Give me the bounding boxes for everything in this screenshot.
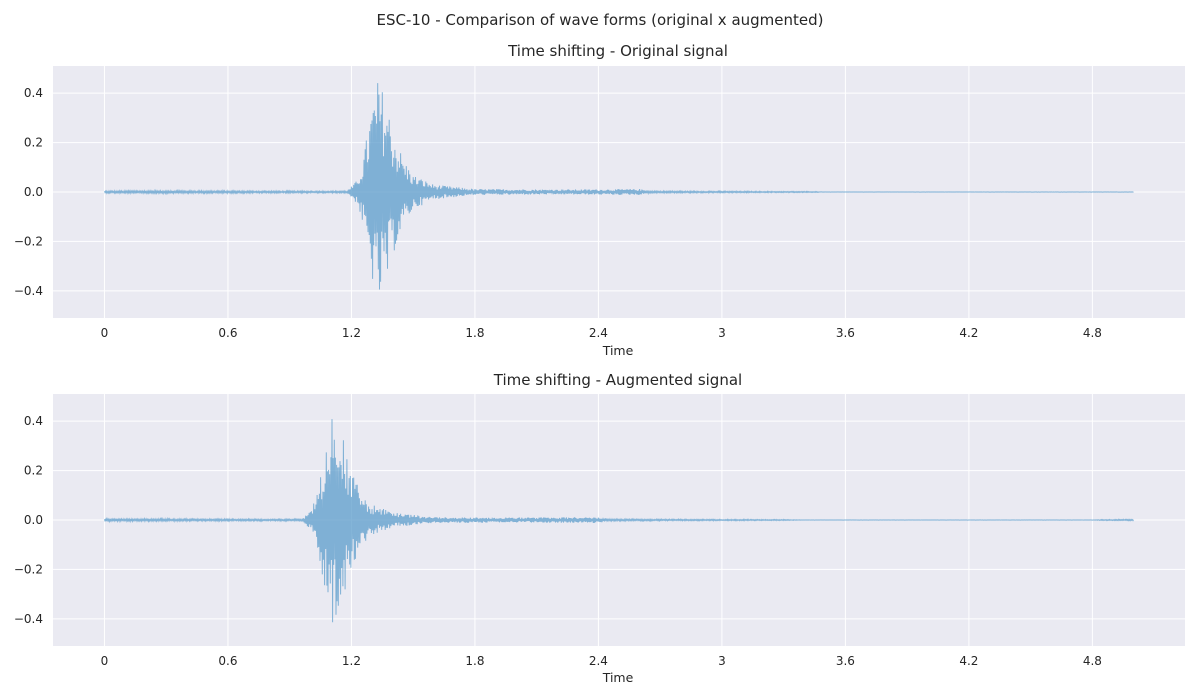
x-tick-label: 3 (718, 654, 726, 668)
x-tick-label: 4.8 (1083, 654, 1102, 668)
x-tick-label: 4.2 (959, 326, 978, 340)
x-tick-label: 4.2 (959, 654, 978, 668)
y-tick-label: 0.0 (24, 513, 43, 527)
y-tick-label: −0.2 (14, 234, 43, 248)
x-tick-label: 3.6 (836, 326, 855, 340)
y-tick-label: −0.4 (14, 284, 43, 298)
x-tick-label: 1.2 (342, 654, 361, 668)
x-tick-labels-original: 0 0.6 1.2 1.8 2.4 3 3.6 4.2 4.8 (101, 326, 1102, 340)
y-tick-labels-original: 0.4 0.2 0.0 −0.2 −0.4 (14, 86, 43, 298)
y-tick-label: 0.0 (24, 185, 43, 199)
subplot-title-augmented: Time shifting - Augmented signal (493, 371, 742, 389)
x-tick-label: 3 (718, 326, 726, 340)
y-tick-label: 0.2 (24, 464, 43, 478)
waveform-augmented (104, 419, 1134, 623)
x-tick-label: 4.8 (1083, 326, 1102, 340)
y-tick-label: −0.2 (14, 562, 43, 576)
figure-suptitle: ESC-10 - Comparison of wave forms (origi… (377, 11, 824, 29)
x-axis-label-original: Time (602, 343, 634, 358)
y-tick-labels-augmented: 0.4 0.2 0.0 −0.2 −0.4 (14, 414, 43, 626)
x-tick-label: 0.6 (218, 326, 237, 340)
y-tick-label: 0.2 (24, 136, 43, 150)
gridlines-original (53, 66, 1185, 318)
subplot-augmented: Time shifting - Augmented signal 0 0.6 1.2… (14, 371, 1185, 685)
x-tick-label: 0.6 (218, 654, 237, 668)
subplot-original: Time shifting - Original signal 0 0.6 1.2 1… (14, 42, 1185, 358)
x-tick-label: 3.6 (836, 654, 855, 668)
y-tick-label: −0.4 (14, 612, 43, 626)
waveform-original (104, 83, 1134, 290)
subplot-title-original: Time shifting - Original signal (507, 42, 728, 60)
x-tick-label: 0 (101, 326, 109, 340)
x-tick-label: 2.4 (589, 654, 608, 668)
x-tick-labels-augmented: 0 0.6 1.2 1.8 2.4 3 3.6 4.2 4.8 (101, 654, 1102, 668)
x-tick-label: 1.8 (465, 326, 484, 340)
x-tick-label: 1.8 (465, 654, 484, 668)
y-tick-label: 0.4 (24, 86, 43, 100)
x-tick-label: 1.2 (342, 326, 361, 340)
x-axis-label-augmented: Time (602, 670, 634, 685)
y-tick-label: 0.4 (24, 414, 43, 428)
x-tick-label: 2.4 (589, 326, 608, 340)
x-tick-label: 0 (101, 654, 109, 668)
